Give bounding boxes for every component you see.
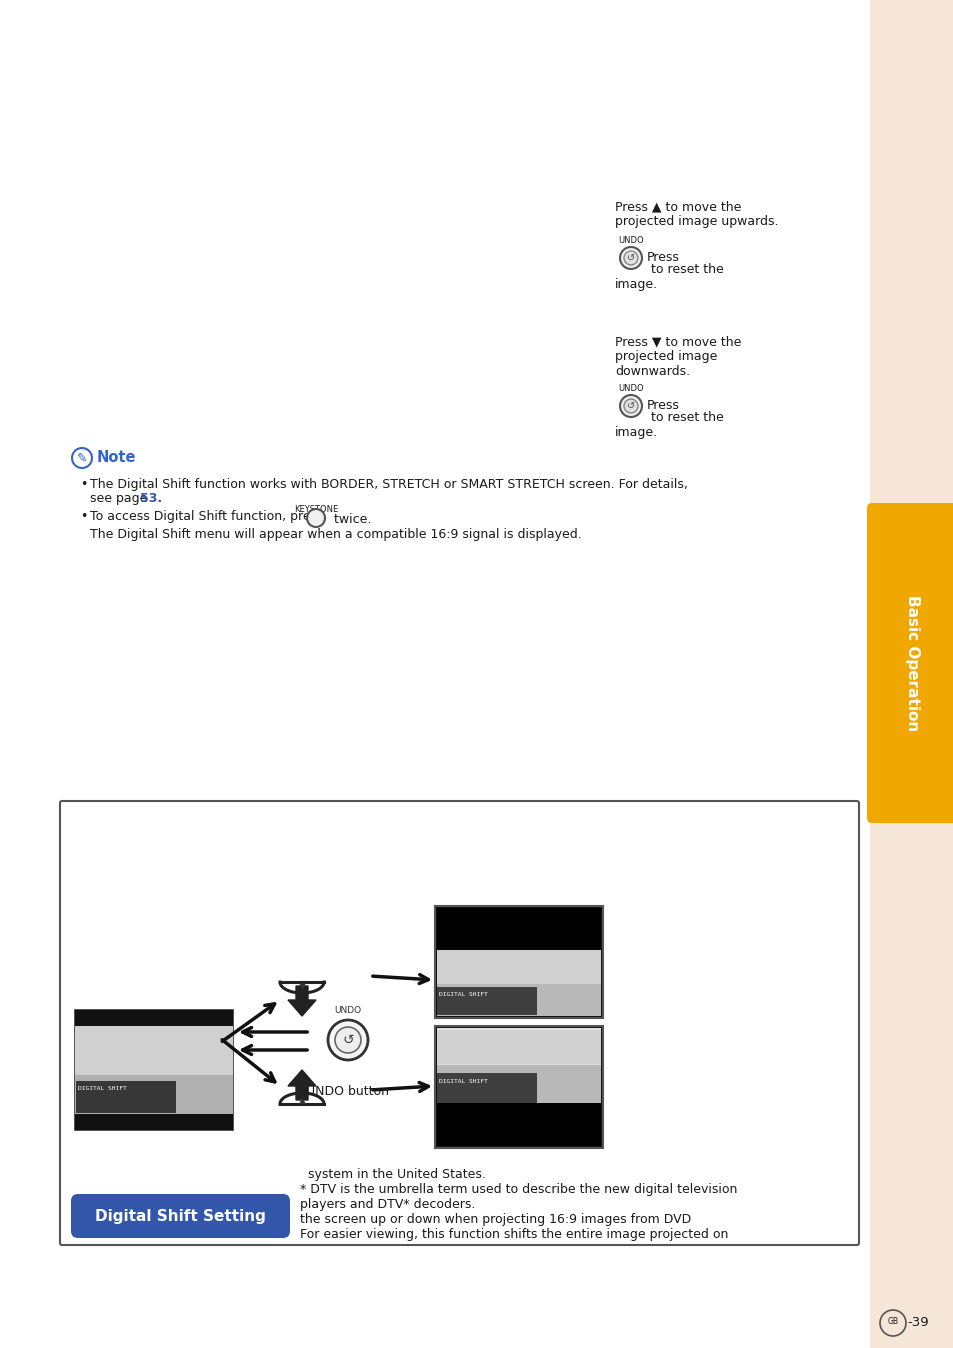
Bar [75,1026,233,1113]
Text: UNDO: UNDO [335,1006,361,1015]
Text: Press: Press [646,399,679,412]
FancyBboxPatch shape [60,801,858,1246]
Text: ▼: ▼ [298,981,305,991]
Text: Digital Shift Setting: Digital Shift Setting [95,1209,266,1224]
Bar [436,909,600,950]
Bar [436,950,600,984]
Text: For easier viewing, this function shifts the entire image projected on: For easier viewing, this function shifts… [299,1228,727,1242]
Text: The Digital Shift function works with BORDER, STRETCH or SMART STRETCH screen. F: The Digital Shift function works with BO… [90,479,687,491]
Text: Press ▲ to move the: Press ▲ to move the [615,200,740,213]
Text: to reset the: to reset the [646,411,723,425]
Text: ▲: ▲ [298,1096,305,1104]
FancyBboxPatch shape [866,503,953,824]
Text: KEYSTONE: KEYSTONE [294,506,337,514]
Text: •: • [80,510,88,523]
Text: The Digital Shift menu will appear when a compatible 16:9 signal is displayed.: The Digital Shift menu will appear when … [90,528,581,541]
Circle shape [619,395,641,417]
Text: to reset the: to reset the [646,263,723,276]
Bar [435,906,602,1018]
Text: DIGITAL SHIFT: DIGITAL SHIFT [78,1086,127,1091]
Text: DIGITAL SHIFT: DIGITAL SHIFT [438,1078,487,1084]
Text: Press: Press [646,251,679,264]
Text: UNDO: UNDO [618,384,643,394]
Text: see page: see page [90,492,152,506]
Text: twice.: twice. [330,514,371,526]
Text: the screen up or down when projecting 16:9 images from DVD: the screen up or down when projecting 16… [299,1213,691,1225]
Text: GB: GB [886,1317,898,1326]
Bar [436,1029,600,1103]
Text: DIGITAL SHIFT: DIGITAL SHIFT [438,992,487,998]
Text: Basic Operation: Basic Operation [904,594,920,731]
Circle shape [335,1027,360,1053]
Circle shape [623,251,638,266]
Text: * DTV is the umbrella term used to describe the new digital television: * DTV is the umbrella term used to descr… [299,1184,737,1196]
Text: UNDO button: UNDO button [306,1085,389,1099]
Bar [436,950,600,1016]
Text: ✎: ✎ [76,452,87,465]
Bar [435,1026,602,1148]
Text: projected image: projected image [615,350,717,363]
Text: UNDO: UNDO [618,236,643,245]
Bar [76,1081,175,1113]
Text: -39: -39 [906,1317,927,1329]
Bar [436,1073,537,1103]
Circle shape [307,510,325,527]
Circle shape [619,247,641,270]
Circle shape [328,1020,368,1060]
Text: image.: image. [615,278,658,291]
Text: image.: image. [615,426,658,439]
Text: downwards.: downwards. [615,365,689,377]
Bar [75,1026,233,1074]
Polygon shape [288,985,315,1016]
Bar [436,1030,600,1064]
Text: Press ▼ to move the: Press ▼ to move the [615,336,740,348]
Circle shape [623,399,638,412]
Text: ↺: ↺ [626,253,635,263]
Text: players and DTV* decoders.: players and DTV* decoders. [299,1198,475,1211]
Text: ↺: ↺ [342,1033,354,1047]
FancyBboxPatch shape [71,1194,290,1237]
Bar [436,1065,600,1103]
Bar [869,0,953,1348]
Text: Note: Note [97,450,136,465]
Text: projected image upwards.: projected image upwards. [615,214,778,228]
Polygon shape [288,1070,315,1100]
Text: 53.: 53. [140,492,162,506]
Bar [436,987,537,1015]
Text: •: • [80,479,88,491]
Text: To access Digital Shift function, press: To access Digital Shift function, press [90,510,327,523]
Text: ↺: ↺ [626,400,635,411]
Text: system in the United States.: system in the United States. [299,1167,485,1181]
Bar [75,1113,233,1130]
Bar [75,1074,233,1113]
Bar [75,1010,233,1026]
Bar [75,1010,233,1130]
Bar [436,1103,600,1146]
Bar [436,984,600,1016]
